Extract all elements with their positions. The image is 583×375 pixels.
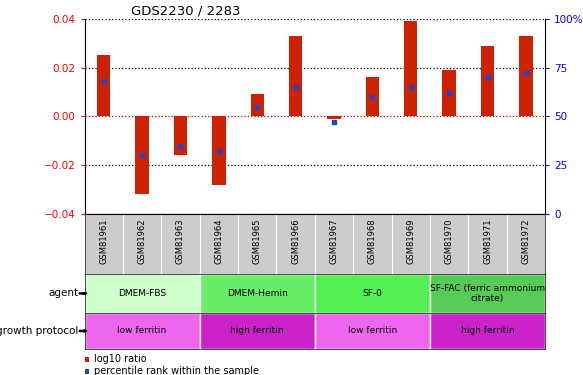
Text: DMEM-FBS: DMEM-FBS (118, 289, 166, 298)
Text: GSM81964: GSM81964 (215, 219, 223, 264)
Text: growth protocol: growth protocol (0, 326, 79, 336)
Bar (481, 46, 494, 116)
Text: GSM81971: GSM81971 (483, 219, 492, 264)
Text: low ferritin: low ferritin (118, 326, 167, 335)
Text: high ferritin: high ferritin (230, 326, 284, 335)
Text: GSM81963: GSM81963 (176, 219, 185, 264)
Bar (442, 70, 456, 116)
Bar (174, 116, 187, 155)
Bar (199, 313, 315, 349)
Bar (199, 274, 315, 313)
Text: agent: agent (48, 288, 79, 298)
Bar (430, 274, 545, 313)
Text: GSM81970: GSM81970 (445, 219, 454, 264)
Bar (315, 313, 430, 349)
Bar (289, 36, 303, 116)
Text: SF-0: SF-0 (363, 289, 382, 298)
Text: high ferritin: high ferritin (461, 326, 514, 335)
Text: low ferritin: low ferritin (348, 326, 397, 335)
Text: SF-FAC (ferric ammonium
citrate): SF-FAC (ferric ammonium citrate) (430, 284, 545, 303)
Text: GSM81968: GSM81968 (368, 219, 377, 264)
Bar (135, 116, 149, 194)
Text: GSM81962: GSM81962 (138, 219, 146, 264)
Text: GSM81961: GSM81961 (99, 219, 108, 264)
Text: GSM81967: GSM81967 (329, 219, 339, 264)
Text: GDS2230 / 2283: GDS2230 / 2283 (131, 4, 240, 18)
Text: GSM81965: GSM81965 (253, 219, 262, 264)
Bar (404, 21, 417, 116)
Bar (85, 274, 199, 313)
Text: percentile rank within the sample: percentile rank within the sample (94, 366, 259, 375)
Text: DMEM-Hemin: DMEM-Hemin (227, 289, 287, 298)
Bar (430, 313, 545, 349)
Bar (315, 274, 430, 313)
Text: log10 ratio: log10 ratio (94, 354, 146, 364)
Text: GSM81969: GSM81969 (406, 219, 415, 264)
Text: GSM81972: GSM81972 (521, 219, 531, 264)
Bar (366, 77, 379, 116)
Bar (519, 36, 533, 116)
Bar (251, 94, 264, 116)
Bar (97, 56, 110, 116)
Bar (85, 313, 199, 349)
Bar (327, 116, 340, 118)
Text: GSM81966: GSM81966 (291, 219, 300, 264)
Bar (212, 116, 226, 184)
